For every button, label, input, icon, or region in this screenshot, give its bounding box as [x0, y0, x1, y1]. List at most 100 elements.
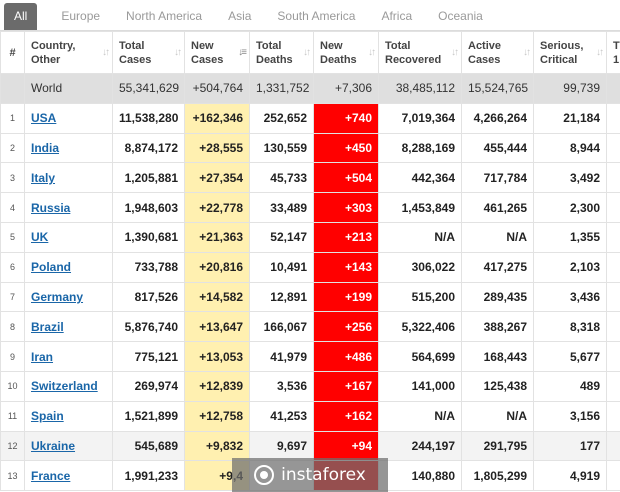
sort-icon[interactable]: ↓↑	[596, 46, 604, 58]
header-active-cases-label-1: Active	[468, 39, 502, 52]
header-partial-column[interactable]: T 1	[606, 31, 620, 74]
header-total-recovered[interactable]: Total Recovered ↓↑	[378, 31, 462, 74]
serious-critical-cell: 1,355	[533, 221, 607, 253]
table-row: 9 Iran 775,121 +13,053 41,979 +486 564,699 168,…	[0, 341, 620, 372]
tab-south-america[interactable]: South America	[277, 9, 356, 23]
total-recovered-cell: 140,880	[378, 460, 462, 492]
sort-icon[interactable]: ↓↑	[303, 46, 311, 58]
table-row: 2 India 8,874,172 +28,555 130,559 +450 8,288,1…	[0, 132, 620, 164]
serious-critical-cell: 2,103	[533, 251, 607, 283]
header-new-deaths-label-1: New	[320, 39, 343, 52]
new-deaths-cell: +94	[313, 430, 379, 462]
serious-critical-cell: 5,677	[533, 341, 607, 372]
row-index: 8	[0, 311, 25, 343]
header-total-deaths-label-2: Deaths	[256, 53, 293, 66]
header-active-cases[interactable]: Active Cases ↓↑	[461, 31, 534, 74]
tab-all[interactable]: All	[4, 3, 38, 30]
active-cases-cell: 291,795	[461, 430, 534, 462]
header-total-deaths[interactable]: Total Deaths ↓↑	[249, 31, 314, 74]
header-new-cases[interactable]: New Cases ↓≡	[184, 31, 250, 74]
row-index: 4	[0, 192, 25, 223]
tab-asia[interactable]: Asia	[228, 9, 252, 23]
country-link[interactable]: USA	[31, 111, 57, 126]
sort-icon[interactable]: ↓↑	[174, 46, 182, 58]
table-row: 7 Germany 817,526 +14,582 12,891 +199 515,200 2…	[0, 281, 620, 313]
partial-cell	[606, 192, 620, 223]
country-link[interactable]: Iran	[31, 349, 54, 364]
country-cell: Spain	[24, 400, 113, 432]
total-deaths-cell: 10,491	[249, 251, 314, 283]
sort-icon[interactable]: ↓↑	[102, 46, 110, 58]
world-total-deaths: 1,331,752	[249, 73, 314, 104]
world-serious-critical: 99,739	[533, 73, 607, 104]
country-cell: Russia	[24, 192, 113, 223]
row-index: 1	[0, 102, 25, 134]
country-link[interactable]: Poland	[31, 260, 72, 275]
row-index: 3	[0, 162, 25, 194]
header-serious-critical-label-1: Serious,	[540, 39, 584, 52]
header-new-cases-label-2: Cases	[191, 53, 224, 66]
total-cases-cell: 5,876,740	[112, 311, 185, 343]
header-new-deaths[interactable]: New Deaths ↓↑	[313, 31, 379, 74]
country-link[interactable]: Spain	[31, 409, 64, 424]
total-deaths-cell: 41,979	[249, 341, 314, 372]
country-link[interactable]: Russia	[31, 200, 71, 215]
world-new-cases: +504,764	[184, 73, 250, 104]
new-cases-cell: +12,758	[184, 400, 250, 432]
country-link[interactable]: India	[31, 140, 60, 155]
table-row: 13France1,991,233+9,4140,8801,805,2994,9…	[0, 460, 620, 492]
country-link[interactable]: France	[31, 468, 71, 483]
sort-desc-icon[interactable]: ↓≡	[238, 46, 247, 58]
header-index: #	[0, 31, 25, 74]
row-index: 13	[0, 460, 25, 492]
new-cases-cell: +14,582	[184, 281, 250, 313]
header-total-cases[interactable]: Total Cases ↓↑	[112, 31, 185, 74]
total-recovered-cell: 515,200	[378, 281, 462, 313]
country-link[interactable]: Brazil	[31, 319, 64, 334]
total-recovered-cell: 141,000	[378, 370, 462, 402]
header-new-cases-label-1: New	[191, 39, 214, 52]
new-cases-cell: +12,839	[184, 370, 250, 402]
table-row: 5 UK 1,390,681 +21,363 52,147 +213 N/A N/A 1,355	[0, 221, 620, 253]
country-link[interactable]: UK	[31, 230, 49, 245]
tab-africa[interactable]: Africa	[381, 9, 413, 23]
row-index: 11	[0, 400, 25, 432]
country-link[interactable]: Switzerland	[31, 379, 98, 394]
row-index: 2	[0, 132, 25, 164]
active-cases-cell: N/A	[461, 400, 534, 432]
sort-icon[interactable]: ↓↑	[523, 46, 531, 58]
country-link[interactable]: Italy	[31, 170, 56, 185]
sort-icon[interactable]: ↓↑	[368, 46, 376, 58]
active-cases-cell: 1,805,299	[461, 460, 534, 492]
country-link[interactable]: Germany	[31, 289, 84, 304]
total-deaths-cell: 130,559	[249, 132, 314, 164]
total-deaths-cell: 3,536	[249, 370, 314, 402]
table-row: 6 Poland 733,788 +20,816 10,491 +143 306,022 41…	[0, 251, 620, 283]
total-deaths-cell: 9,697	[249, 430, 314, 462]
serious-critical-cell: 489	[533, 370, 607, 402]
total-deaths-cell: 33,489	[249, 192, 314, 223]
region-tabs: All Europe North America Asia South Amer…	[0, 0, 620, 31]
new-cases-cell: +28,555	[184, 132, 250, 164]
sort-icon[interactable]: ↓↑	[451, 46, 459, 58]
new-deaths-cell: +162	[313, 400, 379, 432]
serious-critical-cell: 21,184	[533, 102, 607, 134]
new-deaths-cell: +256	[313, 311, 379, 343]
tab-north-america[interactable]: North America	[126, 9, 203, 23]
tab-europe[interactable]: Europe	[61, 9, 101, 23]
tab-oceania[interactable]: Oceania	[438, 9, 483, 23]
new-deaths-cell: +504	[313, 162, 379, 194]
header-country[interactable]: Country, Other ↓↑	[24, 31, 113, 74]
total-recovered-cell: 244,197	[378, 430, 462, 462]
total-recovered-cell: 5,322,406	[378, 311, 462, 343]
serious-critical-cell: 2,300	[533, 192, 607, 223]
new-cases-cell: +27,354	[184, 162, 250, 194]
country-link[interactable]: Ukraine	[31, 438, 76, 453]
row-index: 12	[0, 430, 25, 462]
header-serious-critical[interactable]: Serious, Critical ↓↑	[533, 31, 607, 74]
world-partial-cell	[606, 73, 620, 104]
total-cases-cell: 545,689	[112, 430, 185, 462]
country-cell: Iran	[24, 341, 113, 372]
world-total-cases: 55,341,629	[112, 73, 185, 104]
table-row: 3 Italy 1,205,881 +27,354 45,733 +504 442,364 7…	[0, 162, 620, 194]
